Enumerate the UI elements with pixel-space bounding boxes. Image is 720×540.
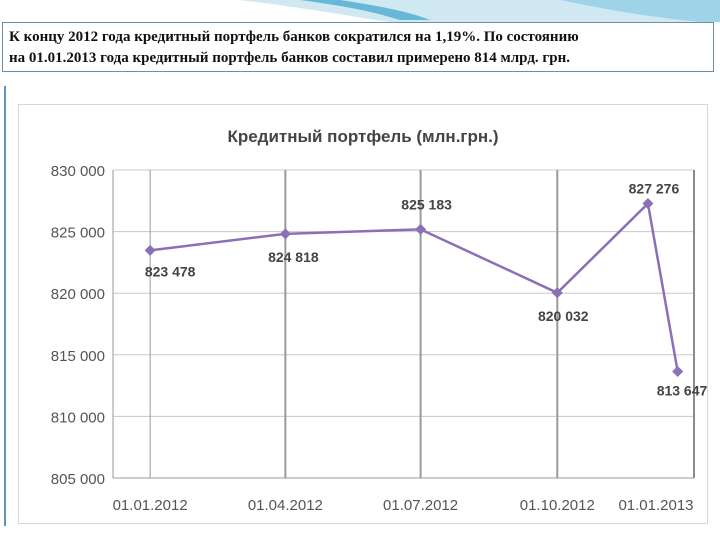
heading-line-1: К концу 2012 года кредитный портфель бан… [9, 29, 579, 45]
y-tick-label: 815 000 [51, 348, 105, 365]
data-label: 824 818 [268, 249, 319, 265]
data-points [144, 198, 684, 377]
y-tick-label: 830 000 [51, 163, 105, 180]
data-label: 827 276 [629, 181, 680, 197]
line-chart: Кредитный портфель (млн.грн.) 830 000 825… [51, 127, 708, 514]
x-tick-label: 01.04.2012 [248, 497, 323, 514]
data-point-marker [415, 223, 427, 235]
slide-heading: К концу 2012 года кредитный портфель бан… [2, 22, 714, 72]
chart-frame [18, 104, 708, 524]
y-tick-label: 810 000 [51, 409, 105, 426]
data-label: 825 183 [401, 196, 452, 212]
data-point-marker [642, 198, 654, 210]
data-label: 823 478 [145, 263, 196, 279]
x-axis-ticks: 01.01.2012 01.04.2012 01.07.2012 01.10.2012… [113, 497, 694, 514]
y-tick-label: 820 000 [51, 286, 105, 303]
data-point-marker [279, 228, 291, 240]
left-accent-rule [4, 86, 6, 526]
x-tick-label: 01.10.2012 [520, 497, 595, 514]
data-label: 813 647 [657, 382, 708, 398]
y-tick-label: 825 000 [51, 225, 105, 242]
chart-title: Кредитный портфель (млн.грн.) [227, 127, 498, 146]
heading-line-2: на 01.01.2013 года кредитный портфель ба… [9, 50, 570, 66]
decorative-wave [240, 0, 720, 22]
data-point-marker [144, 244, 156, 256]
data-labels: 823 478 824 818 825 183 820 032 827 276 813 6… [145, 181, 708, 399]
x-tick-label: 01.01.2013 [618, 497, 693, 514]
y-axis-ticks: 830 000 825 000 820 000 815 000 810 000 805 0… [51, 163, 105, 488]
x-tick-label: 01.01.2012 [113, 497, 188, 514]
x-tick-label: 01.07.2012 [383, 497, 458, 514]
y-tick-label: 805 000 [51, 471, 105, 488]
data-label: 820 032 [538, 308, 589, 324]
data-point-marker [551, 287, 563, 299]
series-line [149, 202, 679, 372]
grid-lines [112, 169, 695, 479]
data-point-marker [672, 365, 684, 377]
